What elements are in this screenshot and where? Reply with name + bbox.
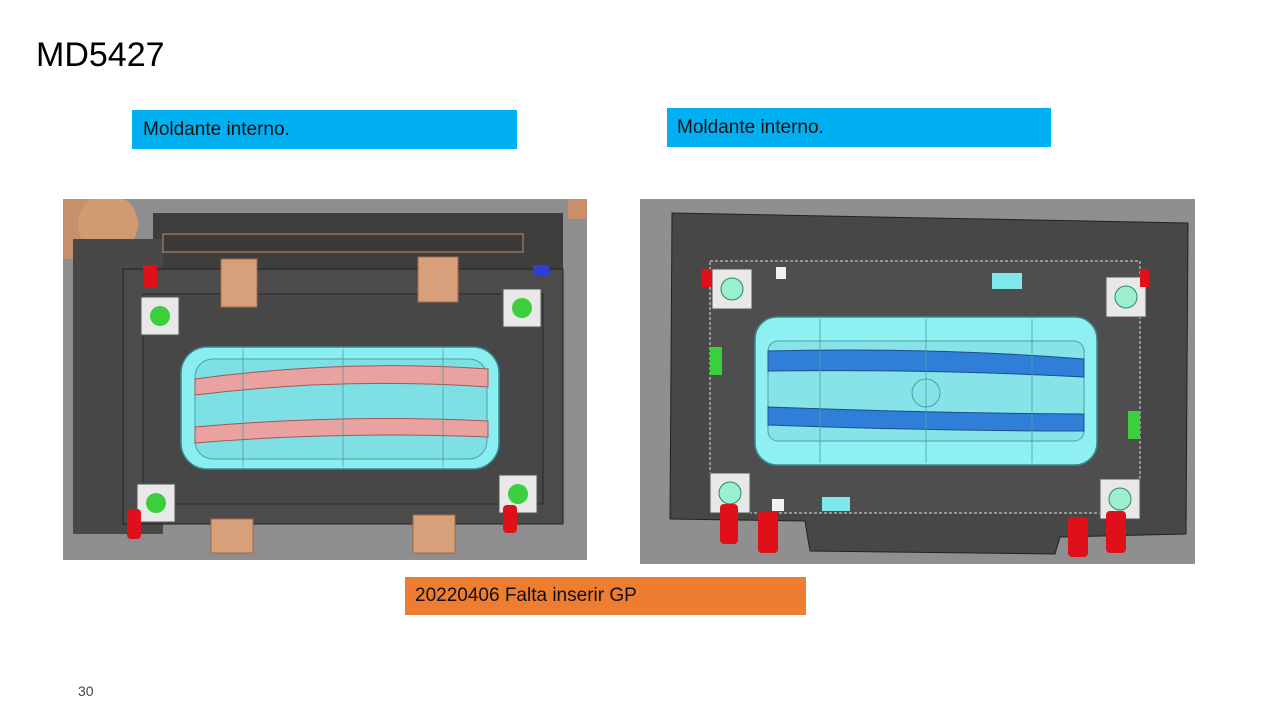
label-right-text: Moldante interno. [677, 117, 824, 138]
mold-cad-render-icon [640, 199, 1195, 564]
label-right: Moldante interno. [667, 108, 1051, 147]
mold-image-right [640, 199, 1195, 564]
slide-title: MD5427 [36, 36, 165, 74]
label-left: Moldante interno. [132, 110, 517, 149]
page-number: 30 [78, 683, 94, 699]
status-note: 20220406 Falta inserir GP [405, 577, 806, 615]
mold-cad-render-icon [63, 199, 587, 560]
mold-image-left [63, 199, 587, 560]
label-left-text: Moldante interno. [143, 119, 290, 140]
status-note-text: 20220406 Falta inserir GP [415, 585, 637, 606]
